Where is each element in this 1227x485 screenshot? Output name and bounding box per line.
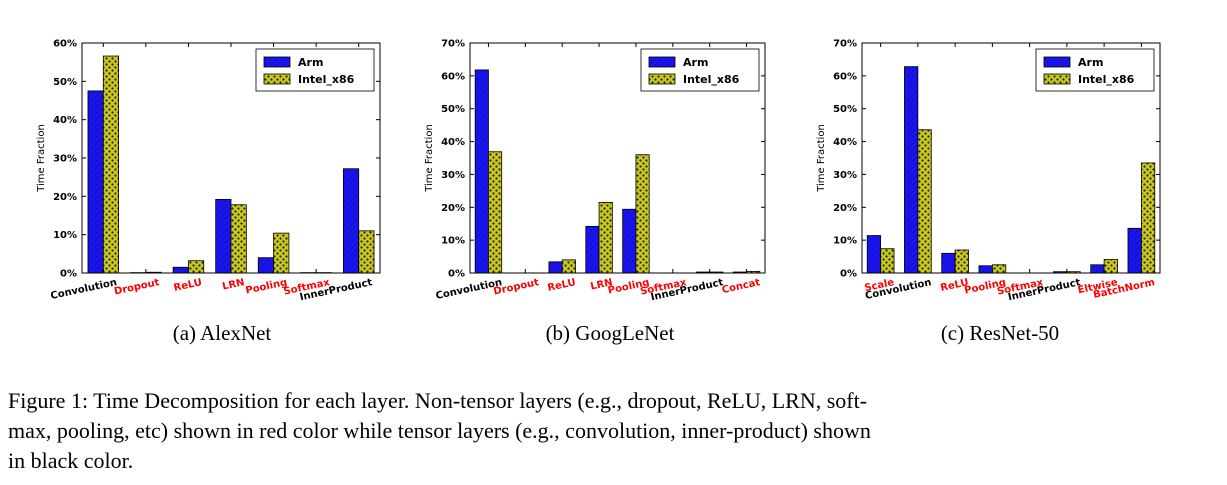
x-tick-label: Dropout — [113, 277, 161, 297]
bar-arm — [941, 252, 956, 274]
legend-swatch-arm — [263, 56, 291, 68]
y-tick-label: 10% — [833, 236, 857, 247]
y-axis-label: Time Fraction — [816, 124, 827, 193]
bar-intel — [635, 154, 650, 274]
bar-arm — [474, 69, 489, 274]
bar-arm — [342, 168, 360, 274]
y-tick-label: 10% — [53, 230, 77, 241]
y-tick-label: 70% — [441, 39, 465, 50]
chart-2: 0%10%20%30%40%50%60%70%Time FractionConv… — [424, 39, 766, 345]
bar-arm — [257, 257, 274, 274]
x-tick-label: Pooling — [245, 277, 289, 297]
legend-label-arm: Arm — [298, 56, 323, 69]
bar-intel — [273, 232, 290, 274]
bar-arm — [215, 198, 232, 274]
bar-intel — [598, 201, 613, 274]
bar-arm — [172, 266, 189, 274]
bar-intel — [954, 249, 969, 274]
bar-intel — [102, 55, 120, 274]
y-tick-label: 20% — [53, 192, 77, 203]
bar-arm — [1090, 264, 1105, 274]
bar-arm — [1127, 227, 1142, 274]
y-tick-label: 30% — [53, 154, 77, 165]
legend-label-arm: Arm — [1078, 56, 1103, 69]
x-tick-label: LRN — [221, 277, 245, 292]
y-tick-label: 10% — [441, 236, 465, 247]
bar-intel — [991, 264, 1007, 274]
legend-swatch-intel — [648, 73, 676, 85]
bar-intel — [1140, 162, 1156, 274]
bar-arm — [548, 261, 563, 274]
x-tick-label: ReLU — [547, 277, 577, 294]
y-axis-label: Time Fraction — [36, 124, 47, 193]
x-tick-label: LRN — [589, 277, 613, 292]
legend-label-intel: Intel_x86 — [1078, 73, 1135, 86]
x-tick-label: ReLU — [173, 277, 203, 294]
subfigure-caption: (a) AlexNet — [173, 321, 272, 345]
y-tick-label: 50% — [833, 104, 857, 115]
y-tick-label: 70% — [833, 39, 857, 50]
x-tick-label: Convolution — [50, 277, 118, 302]
legend-swatch-intel — [1043, 73, 1071, 85]
y-tick-label: 30% — [833, 170, 857, 181]
chart-1: 0% 10% 20% 30% 40% 50% 60% Time Fraction Convolu… — [36, 39, 381, 345]
figure-caption-line-3: in black color. — [8, 448, 133, 473]
y-tick-label: 60% — [53, 39, 77, 50]
plot-frame — [469, 42, 766, 274]
subfigure-caption: (c) ResNet-50 — [941, 321, 1059, 345]
bar-intel — [917, 129, 932, 274]
x-tick-label: Concat — [721, 277, 761, 296]
bar-arm — [622, 208, 637, 274]
y-tick-label: 20% — [833, 203, 857, 214]
legend-swatch-intel — [263, 73, 291, 85]
bar-intel — [880, 248, 895, 274]
bar-arm — [87, 90, 104, 274]
y-tick-label: 0% — [448, 269, 465, 280]
bar-intel — [230, 204, 247, 274]
bar-arm — [978, 265, 993, 274]
y-tick-label: 0% — [840, 269, 857, 280]
y-tick-label: 40% — [53, 115, 77, 126]
y-axis-label: Time Fraction — [424, 124, 435, 193]
bar-arm — [866, 235, 882, 274]
chart-3: 0%10%20%30%40%50%60%70%Time FractionScal… — [816, 39, 1161, 345]
legend-label-arm: Arm — [683, 56, 708, 69]
y-tick-label: 60% — [833, 71, 857, 82]
y-tick-label: 60% — [441, 71, 465, 82]
bar-arm — [585, 225, 600, 274]
bar-intel — [1103, 259, 1118, 274]
y-tick-label: 40% — [441, 137, 465, 148]
plot-frame — [861, 42, 1161, 274]
bar-intel — [188, 260, 205, 274]
y-tick-label: 0% — [60, 269, 77, 280]
y-tick-label: 50% — [53, 77, 77, 88]
figure-caption-line-1: Figure 1: Time Decomposition for each la… — [8, 388, 867, 413]
charts-layer: 0% 10% 20% 30% 40% 50% 60% Time Fraction Convolu… — [36, 39, 1161, 345]
legend-swatch-arm — [648, 56, 676, 68]
y-tick-label: 30% — [441, 170, 465, 181]
legend-swatch-arm — [1043, 56, 1071, 68]
y-tick-label: 40% — [833, 137, 857, 148]
y-tick-label: 50% — [441, 104, 465, 115]
plot-frame — [81, 42, 381, 274]
x-tick-label: InnerProduct — [650, 277, 725, 303]
legend-label-intel: Intel_x86 — [298, 73, 355, 86]
legend-label-intel: Intel_x86 — [683, 73, 740, 86]
y-tick-label: 20% — [441, 203, 465, 214]
bar-arm — [904, 66, 919, 274]
bar-intel — [561, 259, 576, 274]
subfigure-caption: (b) GoogLeNet — [546, 321, 675, 345]
figure-caption-line-2: max, pooling, etc) shown in red color wh… — [8, 418, 871, 443]
bar-intel — [488, 151, 503, 274]
legend-box — [255, 48, 375, 92]
x-tick-label: InnerProduct — [1007, 277, 1082, 303]
bar-intel — [358, 230, 375, 274]
